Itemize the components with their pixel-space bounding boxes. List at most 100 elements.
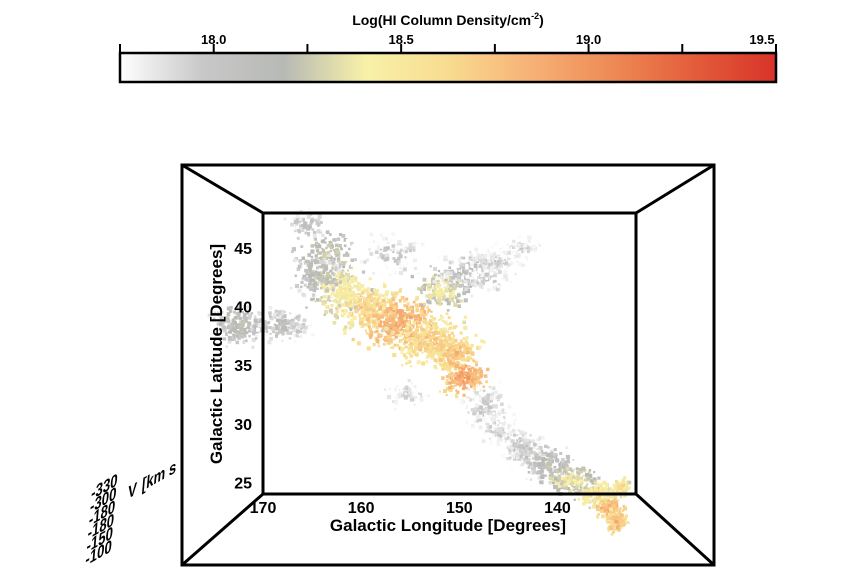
cloud-point	[320, 284, 325, 289]
cloud-point	[497, 419, 500, 422]
cloud-point	[402, 312, 407, 316]
cloud-point	[274, 309, 278, 313]
cloud-point	[395, 309, 400, 314]
cloud-point	[548, 481, 552, 484]
cloud-point	[325, 282, 328, 286]
cloud-point	[504, 436, 509, 441]
cloud-point	[437, 274, 441, 277]
cloud-point	[507, 263, 510, 266]
cloud-point	[501, 454, 506, 459]
cloud-point	[536, 472, 539, 475]
cloud-point	[429, 319, 433, 323]
cloud-point	[461, 252, 466, 257]
cloud-point	[390, 235, 395, 240]
cloud-point	[583, 486, 588, 491]
cloud-point	[375, 325, 379, 329]
cloud-point	[454, 357, 457, 360]
cloud-point	[569, 482, 572, 485]
cloud-point	[576, 471, 579, 474]
cloud-point	[440, 314, 443, 317]
cloud-point	[552, 454, 556, 458]
cloud-point	[464, 364, 468, 368]
cloud-point	[512, 262, 516, 265]
cloud-point	[295, 315, 300, 320]
cloud-point	[604, 508, 607, 511]
cloud-point	[565, 463, 569, 468]
cloud-point	[607, 499, 610, 503]
cloud-point	[226, 319, 231, 324]
cloud-point	[406, 337, 410, 341]
cloud-point	[308, 266, 312, 271]
cloud-point	[343, 238, 348, 242]
cloud-point	[480, 339, 484, 343]
cloud-point	[333, 298, 338, 303]
cloud-point	[430, 310, 433, 313]
cloud-point	[555, 470, 559, 474]
cloud-point	[507, 417, 511, 421]
cloud-point	[314, 300, 317, 303]
cloud-point	[538, 438, 541, 441]
cloud-point	[306, 215, 311, 219]
cloud-point	[310, 244, 315, 248]
cloud-point	[474, 275, 477, 279]
cloud-point	[290, 213, 293, 216]
cloud-point	[281, 333, 285, 336]
cloud-point	[479, 369, 483, 374]
cloud-point	[314, 254, 318, 258]
cloud-point	[585, 498, 590, 503]
cloud-point	[388, 273, 392, 277]
cloud-point	[537, 470, 542, 475]
cloud-point	[301, 277, 304, 280]
cloud-point	[409, 365, 413, 368]
cloud-point	[604, 502, 608, 506]
cloud-point	[503, 251, 508, 255]
cloud-point	[523, 431, 528, 435]
cloud-point	[306, 325, 309, 328]
cloud-point	[384, 307, 387, 310]
cloud-point	[514, 444, 518, 448]
cloud-point	[274, 316, 277, 319]
cloud-point	[572, 482, 576, 486]
cloud-point	[331, 267, 334, 270]
cloud-point	[523, 446, 526, 449]
cloud-point	[469, 260, 473, 264]
cloud-point	[458, 384, 461, 388]
cloud-point	[486, 367, 490, 372]
cloud-point	[587, 471, 590, 474]
cloud-point	[544, 474, 547, 478]
cloud-point	[417, 394, 421, 398]
cloud-point	[474, 260, 478, 264]
cloud-point	[464, 417, 469, 421]
cloud-point	[316, 257, 319, 260]
cloud-point	[416, 404, 419, 407]
cloud-point	[462, 320, 466, 325]
cloud-point	[309, 278, 314, 282]
cloud-point	[392, 327, 397, 332]
cloud-point	[428, 330, 432, 334]
cloud-point	[487, 288, 491, 292]
cloud-point	[393, 258, 398, 263]
cloud-point	[501, 248, 505, 252]
cloud-point	[571, 472, 574, 475]
cloud-point	[313, 281, 318, 286]
cloud-point	[311, 332, 315, 337]
cloud-point	[382, 303, 387, 308]
cloud-point	[246, 320, 249, 324]
cloud-point	[216, 322, 220, 326]
cloud-point	[344, 325, 348, 329]
cloud-point	[473, 419, 477, 423]
cloud-point	[267, 326, 270, 329]
cloud-point	[366, 309, 370, 314]
cloud-point	[230, 306, 232, 309]
cloud-point	[281, 323, 286, 328]
cloud-point	[425, 283, 428, 286]
cloud-point	[273, 323, 276, 326]
cloud-point	[497, 448, 502, 452]
cloud-point	[544, 463, 547, 466]
cloud-point	[352, 243, 357, 248]
cloud-point	[549, 454, 554, 459]
cloud-point	[444, 287, 448, 291]
cloud-point	[379, 334, 383, 338]
cloud-point	[393, 294, 397, 298]
cloud-point	[233, 321, 237, 325]
